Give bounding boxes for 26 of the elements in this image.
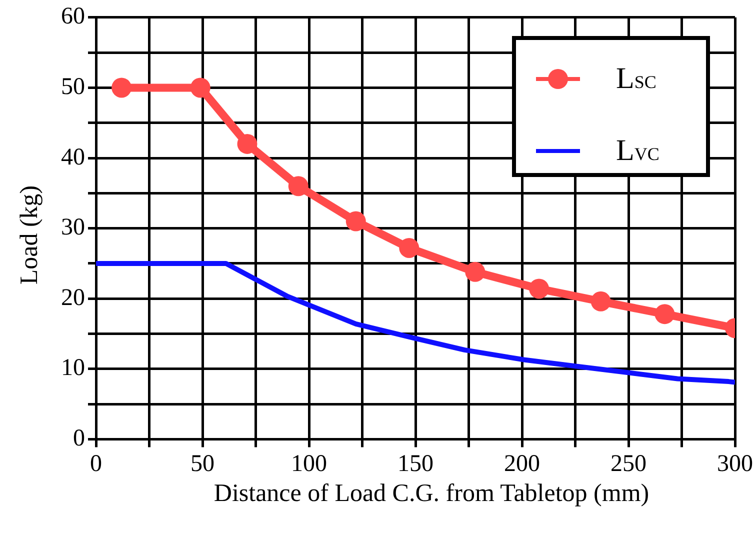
point bbox=[465, 262, 486, 282]
point bbox=[237, 134, 258, 154]
y-tick-label: 20 bbox=[61, 284, 85, 311]
x-tick-label: 100 bbox=[291, 450, 327, 477]
x-tick-label: 200 bbox=[504, 450, 540, 477]
x-tick-label: 50 bbox=[190, 450, 214, 477]
point bbox=[190, 78, 210, 98]
point bbox=[399, 238, 420, 258]
point bbox=[112, 78, 132, 98]
point bbox=[654, 304, 675, 324]
x-tick-label: 0 bbox=[90, 450, 102, 477]
x-tick-label: 300 bbox=[717, 450, 753, 477]
point bbox=[288, 176, 308, 196]
y-tick-label: 30 bbox=[61, 214, 85, 241]
x-tick-label: 150 bbox=[398, 450, 434, 477]
y-tick-label: 0 bbox=[73, 425, 85, 452]
point bbox=[529, 278, 550, 299]
point bbox=[590, 291, 611, 312]
y-tick-label: 50 bbox=[61, 74, 85, 100]
y-tick-label: 40 bbox=[61, 144, 85, 170]
x-tick-label: 250 bbox=[610, 450, 646, 477]
x-axis-title: Distance of Load C.G. from Tabletop (mm) bbox=[212, 480, 650, 508]
y-tick-label: 10 bbox=[61, 355, 85, 382]
y-tick-label: 60 bbox=[61, 4, 85, 30]
point bbox=[346, 211, 366, 232]
y-axis-title: Load (kg) bbox=[16, 185, 44, 285]
